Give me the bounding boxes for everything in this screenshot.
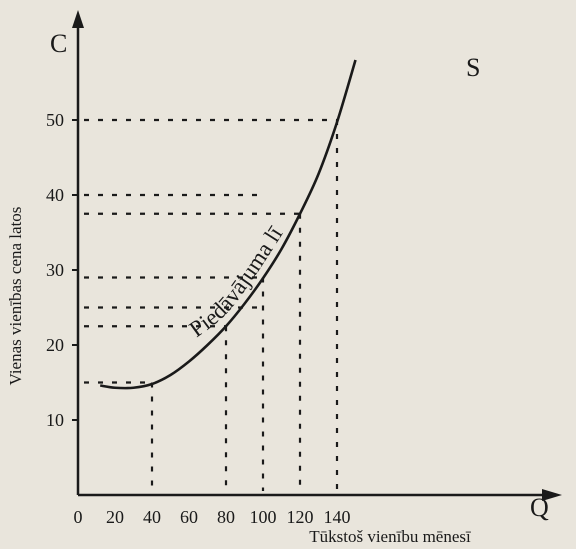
y-axis-arrow — [72, 10, 84, 28]
axes — [72, 10, 562, 501]
y-axis-letter: C — [50, 29, 67, 58]
supply-curve — [99, 59, 357, 390]
x-tick-label: 100 — [250, 507, 277, 527]
x-tick-label: 0 — [74, 507, 83, 527]
x-axis-arrow — [542, 489, 562, 501]
x-axis-letter: Q — [530, 493, 549, 522]
y-tick-label: 30 — [46, 260, 64, 280]
x-axis-label: Tūkstoš vienību mēnesī — [309, 527, 471, 546]
y-axis-label: Vienas vienības cena latos — [6, 207, 25, 386]
x-tick-label: 60 — [180, 507, 198, 527]
x-tick-label: 80 — [217, 507, 235, 527]
x-tick-label: 120 — [287, 507, 314, 527]
x-tick-label: 140 — [324, 507, 351, 527]
guide-lines — [84, 118, 339, 491]
x-tick-label: 40 — [143, 507, 161, 527]
curve-end-label: S — [466, 53, 480, 82]
y-tick-label: 50 — [46, 110, 64, 130]
y-tick-label: 20 — [46, 335, 64, 355]
x-tick-labels: 0 20 40 60 80 100 120 140 — [74, 507, 351, 527]
x-tick-label: 20 — [106, 507, 124, 527]
y-tick-label: 10 — [46, 410, 64, 430]
y-tick-labels: 10 20 30 40 50 — [46, 110, 78, 430]
y-tick-label: 40 — [46, 185, 64, 205]
